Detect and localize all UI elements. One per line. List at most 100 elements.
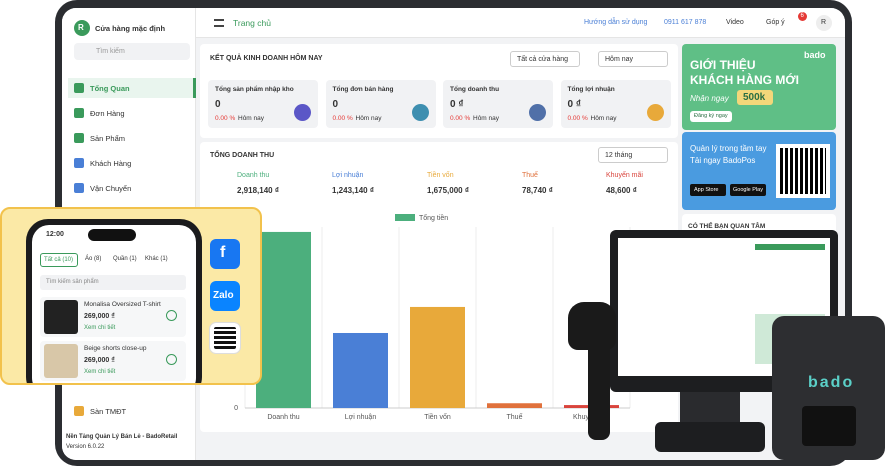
kpi-period: Hôm nay — [355, 115, 382, 122]
monitor-stand — [680, 392, 740, 424]
search-box[interactable]: Tìm kiếm — [74, 43, 190, 60]
summary-panel: KẾT QUẢ KINH DOANH HÔM NAY Tất cả cửa hàn… — [200, 44, 678, 138]
kpi-period: Hôm nay — [473, 115, 500, 122]
store-name: Cửa hàng mặc định — [95, 24, 166, 33]
stat-label: Tiền vốn — [427, 172, 454, 179]
product-name: Beige shorts close-up — [84, 345, 147, 352]
user-avatar[interactable]: R — [816, 15, 832, 31]
page-title: Trang chủ — [233, 18, 271, 28]
user-avatar-letter: R — [821, 19, 827, 26]
app-store-button[interactable]: App Store — [690, 184, 726, 196]
menu-item[interactable]: Đơn Hàng — [68, 103, 196, 123]
legend-swatch — [395, 214, 415, 221]
search-placeholder: Tìm kiếm — [96, 48, 125, 55]
category-tab[interactable]: Quần (1) — [110, 253, 138, 267]
feedback-link[interactable]: Góp ý — [766, 19, 785, 26]
add-button[interactable] — [166, 354, 177, 365]
menu-icon — [74, 108, 84, 118]
zalo-button[interactable]: Zalo — [210, 281, 240, 311]
legend-label: Tổng tiền — [419, 213, 448, 222]
qr-button[interactable] — [209, 322, 241, 354]
menu-item[interactable]: Khách Hàng — [68, 153, 196, 173]
app-banner: Quản lý trong tầm tay Tải ngay BadoPos App… — [682, 132, 836, 210]
promo-amount: 500k — [743, 92, 766, 103]
product-price: 269,000 ₫ — [84, 313, 115, 320]
stat-value: 1,675,000 ₫ — [427, 186, 469, 195]
kpi-icon — [529, 104, 546, 121]
hamburger[interactable] — [214, 19, 224, 27]
date-filter[interactable]: Hôm nay — [598, 51, 668, 67]
facebook-label: f — [220, 244, 226, 261]
monitor-base — [655, 422, 765, 452]
bar — [333, 332, 388, 408]
menu-icon — [74, 133, 84, 143]
video-link[interactable]: Video — [726, 19, 744, 26]
kpi-icon — [294, 104, 311, 121]
facebook-button[interactable]: f — [210, 239, 240, 269]
menu-item[interactable]: Sàn TMĐT — [68, 401, 196, 421]
period-filter[interactable]: 12 tháng — [598, 147, 668, 163]
qr-code — [776, 144, 830, 198]
printer: bado — [772, 316, 885, 460]
promo-button[interactable]: Đăng ký ngay — [690, 111, 732, 122]
kpi-card: Tổng lợi nhuận 0 ₫ 0.00 % Hôm nay — [560, 80, 671, 128]
menu-label: Đơn Hàng — [90, 109, 125, 118]
store-filter[interactable]: Tất cả cửa hàng — [510, 51, 580, 67]
category-tab[interactable]: Khác (1) — [142, 253, 170, 267]
promo-button-label: Đăng ký ngay — [694, 113, 728, 119]
product-name: Monalisa Oversized T-shirt — [84, 301, 161, 308]
phone-card: 12:00 Tất cả (10) Áo (8) Quần (1) Khác (1) Tì… — [0, 207, 262, 385]
kpi-value: 0 — [332, 99, 339, 110]
footer-version: Version 6.0.22 — [66, 444, 105, 450]
product-image — [44, 344, 78, 378]
product-link[interactable]: Xem chi tiết — [84, 369, 116, 375]
menu-icon — [74, 83, 84, 93]
menu-item[interactable]: Tổng Quan — [68, 78, 196, 98]
category-tab[interactable]: Tất cả (10) — [40, 253, 78, 267]
product-link[interactable]: Xem chi tiết — [84, 325, 116, 331]
kpi-card: Tổng sản phẩm nhập kho 0 0.00 % Hôm nay — [208, 80, 318, 128]
menu-label: Vận Chuyển — [90, 184, 132, 193]
category-tab[interactable]: Áo (8) — [82, 253, 106, 267]
bar — [487, 403, 542, 408]
product-price: 269,000 ₫ — [84, 357, 115, 364]
kpi-card: Tổng đơn bán hàng 0 0.00 % Hôm nay — [325, 80, 436, 128]
menu-item[interactable]: Vận Chuyển — [68, 178, 196, 198]
help-link[interactable]: Hướng dẫn sử dụng — [584, 19, 648, 26]
footer-title: Nền Tảng Quản Lý Bán Lẻ - BadoRetail — [66, 434, 178, 440]
kpi-card: Tổng doanh thu 0 ₫ 0.00 % Hôm nay — [443, 80, 553, 128]
kpi-label: Tổng đơn bán hàng — [332, 86, 394, 93]
menu-icon — [74, 406, 84, 416]
menu-label: Khách Hàng — [90, 159, 132, 168]
menu-item[interactable]: Sản Phẩm — [68, 128, 196, 148]
avatar-letter: R — [78, 23, 84, 32]
kpi-change: 0.00 % — [332, 115, 353, 122]
product-image — [44, 300, 78, 334]
date-filter-label: Hôm nay — [605, 56, 634, 63]
app-line1: Quản lý trong tầm tay — [690, 144, 767, 153]
phone-notch — [88, 229, 136, 241]
google-play-button[interactable]: Google Play — [730, 184, 766, 196]
promo-amount-tag: 500k — [737, 90, 773, 105]
period-filter-label: 12 tháng — [605, 152, 633, 159]
zalo-label: Zalo — [213, 290, 234, 301]
stat-value: 78,740 ₫ — [522, 186, 553, 195]
phone-screen: 12:00 Tất cả (10) Áo (8) Quần (1) Khác (1) Tì… — [32, 225, 196, 383]
kpi-label: Tổng lợi nhuận — [567, 86, 615, 93]
x-tick-label: Thuế — [507, 412, 523, 421]
menu-label: Sản Phẩm — [90, 134, 126, 143]
stat-value: 48,600 ₫ — [606, 186, 637, 195]
stat-value: 2,918,140 ₫ — [237, 186, 279, 195]
kpi-icon — [411, 104, 429, 121]
kpi-period: Hôm nay — [590, 115, 617, 122]
promo-get: Nhận ngay — [690, 94, 729, 103]
phone-search[interactable]: Tìm kiếm sản phẩm — [40, 275, 186, 290]
product-row: Monalisa Oversized T-shirt 269,000 ₫ Xem c… — [40, 297, 186, 337]
add-button[interactable] — [166, 310, 177, 321]
y-tick-label: 0 — [234, 405, 238, 412]
phone-search-placeholder: Tìm kiếm sản phẩm — [46, 279, 99, 285]
kpi-value: 0 ₫ — [450, 99, 464, 110]
stat-value: 1,243,140 ₫ — [332, 186, 374, 195]
store-filter-label: Tất cả cửa hàng — [517, 56, 568, 63]
